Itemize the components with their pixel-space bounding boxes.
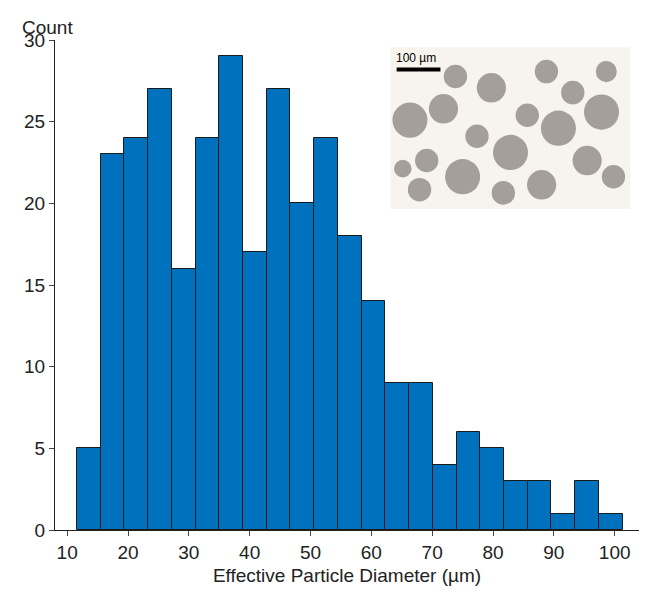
svg-text:90: 90 [543,542,564,563]
svg-text:40: 40 [239,542,260,563]
svg-text:70: 70 [422,542,443,563]
svg-text:Effective Particle Diameter (µ: Effective Particle Diameter (µm) [213,565,481,586]
svg-text:20: 20 [24,193,45,214]
svg-text:10: 10 [24,356,45,377]
svg-text:10: 10 [57,542,78,563]
svg-text:Count: Count [22,17,73,38]
svg-text:25: 25 [24,111,45,132]
svg-text:15: 15 [24,275,45,296]
svg-text:30: 30 [178,542,199,563]
svg-text:30: 30 [24,30,45,51]
svg-text:5: 5 [35,438,46,459]
svg-text:60: 60 [361,542,382,563]
svg-text:100 µm: 100 µm [396,51,436,65]
svg-text:80: 80 [482,542,503,563]
svg-text:100: 100 [599,542,631,563]
svg-text:20: 20 [117,542,138,563]
svg-text:50: 50 [300,542,321,563]
svg-text:0: 0 [35,520,46,541]
